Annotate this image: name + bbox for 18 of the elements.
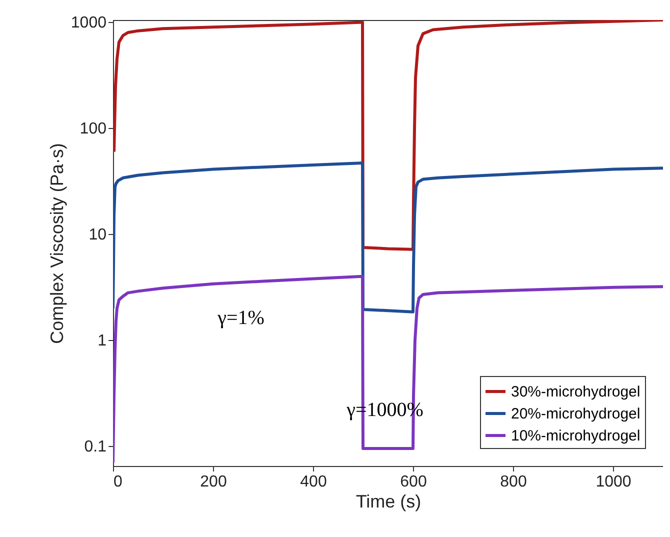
line-series: [113, 274, 663, 464]
x-tick-label: 800: [500, 474, 527, 490]
y-tick-label: 1: [98, 332, 107, 350]
y-axis-title: Complex Viscosity (Pa·s): [46, 143, 67, 344]
x-tick-label: 200: [200, 474, 227, 490]
y-tick-label: 0.1: [84, 438, 107, 456]
legend-label: 20%-microhydrogel: [511, 406, 640, 422]
x-tick-label: 400: [300, 474, 327, 490]
annotation: γ=1%: [216, 307, 264, 329]
x-tick-label: 0: [114, 474, 122, 490]
y-tick-label: 1000: [70, 14, 107, 32]
x-axis-title: Time (s): [356, 492, 422, 512]
y-tick-label: 10: [88, 226, 107, 244]
x-tick-label: 1000: [596, 474, 632, 490]
x-tick-label: 600: [400, 474, 427, 490]
legend-label: 30%-microhydrogel: [511, 384, 640, 400]
y-tick-label: 100: [80, 120, 107, 138]
legend-label: 10%-microhydrogel: [511, 428, 640, 444]
